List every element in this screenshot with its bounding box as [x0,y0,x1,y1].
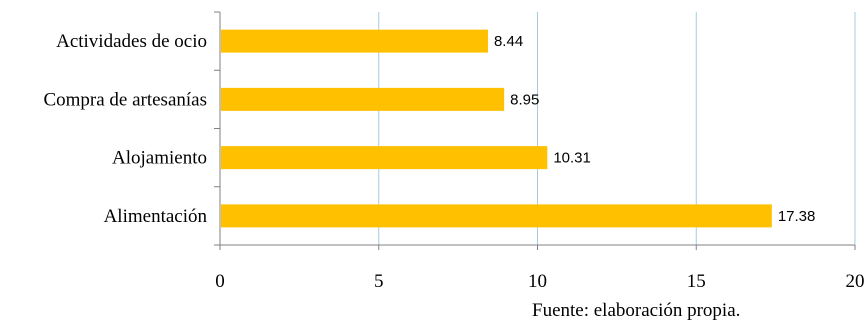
data-label: 17.38 [778,208,816,225]
bar [221,87,505,111]
source-note: Fuente: elaboración propia. [532,300,741,321]
bars [221,29,772,228]
x-tick-label: 10 [528,271,547,292]
x-tick-label: 5 [374,271,384,292]
category-label: Actividades de ocio [56,31,207,52]
bar [221,29,488,53]
x-tick-label: 0 [215,271,225,292]
data-label: 8.44 [494,33,523,50]
category-label: Alimentación [104,206,208,227]
bar [221,204,772,228]
bar [221,146,548,170]
data-label: 10.31 [553,150,591,167]
x-tick-label: 15 [687,271,706,292]
labels: Actividades de ocio 8.44 Compra de artesan… [43,31,815,227]
category-label: Compra de artesanías [43,89,207,110]
x-tick-label: 20 [846,271,865,292]
data-label: 8.95 [510,91,539,108]
axes: 0 5 10 15 20 [214,11,865,292]
category-label: Alojamiento [112,148,207,169]
